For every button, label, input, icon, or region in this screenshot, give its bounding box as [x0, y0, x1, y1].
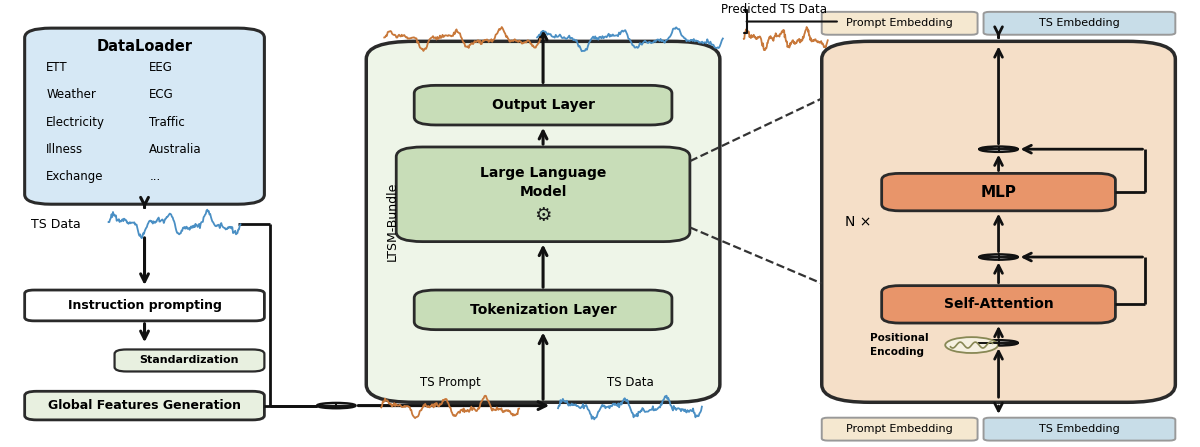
Text: Encoding: Encoding: [870, 347, 924, 357]
Text: EEG: EEG: [149, 61, 173, 74]
Text: TS Embedding: TS Embedding: [1039, 424, 1120, 434]
Text: Model: Model: [520, 186, 566, 199]
Text: Electricity: Electricity: [47, 116, 106, 129]
FancyBboxPatch shape: [822, 12, 978, 35]
Text: TS Data: TS Data: [31, 218, 80, 231]
Text: ECG: ECG: [149, 89, 174, 101]
FancyBboxPatch shape: [414, 85, 672, 125]
Ellipse shape: [979, 340, 1018, 346]
FancyBboxPatch shape: [882, 173, 1116, 211]
FancyBboxPatch shape: [25, 290, 264, 321]
Text: Standardization: Standardization: [139, 355, 239, 366]
FancyBboxPatch shape: [25, 391, 264, 420]
Text: Traffic: Traffic: [149, 116, 185, 129]
Text: MLP: MLP: [980, 185, 1016, 200]
Text: Large Language: Large Language: [480, 166, 606, 181]
Text: Exchange: Exchange: [47, 170, 103, 183]
FancyBboxPatch shape: [822, 41, 1175, 402]
Text: Predicted TS Data: Predicted TS Data: [721, 3, 827, 16]
Text: Global Features Generation: Global Features Generation: [48, 399, 241, 412]
Text: LTSM-Bundle: LTSM-Bundle: [386, 182, 400, 261]
Text: ETT: ETT: [47, 61, 68, 74]
Text: DataLoader: DataLoader: [96, 39, 192, 54]
Text: ⚙: ⚙: [534, 206, 552, 225]
Text: Tokenization Layer: Tokenization Layer: [469, 303, 617, 317]
Text: Positional: Positional: [870, 333, 929, 343]
Ellipse shape: [979, 254, 1018, 260]
FancyBboxPatch shape: [984, 417, 1175, 441]
Text: Illness: Illness: [47, 143, 83, 156]
Text: TS Embedding: TS Embedding: [1039, 18, 1120, 28]
Text: TS Data: TS Data: [606, 376, 653, 389]
Text: Weather: Weather: [47, 89, 96, 101]
FancyBboxPatch shape: [822, 417, 978, 441]
Ellipse shape: [317, 403, 355, 408]
Ellipse shape: [946, 337, 998, 353]
Text: Prompt Embedding: Prompt Embedding: [846, 424, 953, 434]
FancyBboxPatch shape: [114, 350, 264, 371]
FancyBboxPatch shape: [366, 41, 720, 402]
Text: Instruction prompting: Instruction prompting: [67, 299, 222, 312]
FancyBboxPatch shape: [414, 290, 672, 329]
Text: Self-Attention: Self-Attention: [943, 297, 1054, 312]
Text: ...: ...: [149, 170, 161, 183]
Text: Australia: Australia: [149, 143, 202, 156]
Text: N ×: N ×: [845, 215, 871, 229]
Text: TS Prompt: TS Prompt: [420, 376, 480, 389]
FancyBboxPatch shape: [882, 286, 1116, 323]
Text: Output Layer: Output Layer: [492, 98, 594, 112]
FancyBboxPatch shape: [984, 12, 1175, 35]
Ellipse shape: [979, 147, 1018, 152]
Text: Prompt Embedding: Prompt Embedding: [846, 18, 953, 28]
FancyBboxPatch shape: [25, 28, 264, 204]
FancyBboxPatch shape: [396, 147, 690, 242]
